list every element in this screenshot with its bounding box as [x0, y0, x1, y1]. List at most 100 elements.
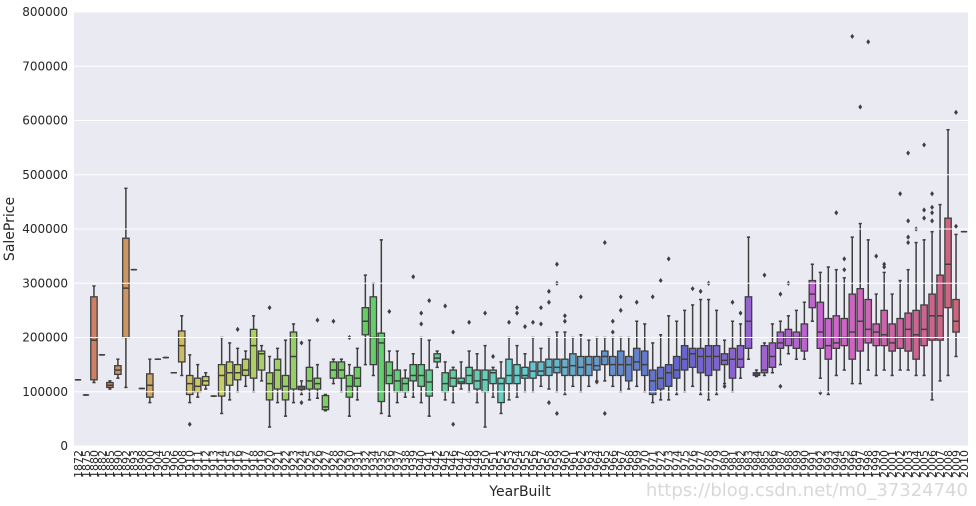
box — [824, 317, 833, 360]
x-tick-label: 1910 — [184, 450, 197, 478]
box — [353, 366, 362, 387]
box — [608, 355, 617, 377]
x-tick-label: 1924 — [295, 450, 308, 478]
flier — [267, 305, 272, 311]
y-tick-label: 800000 — [22, 5, 68, 19]
x-tick-label: 1934 — [367, 450, 380, 478]
x-tick-label: 2000 — [878, 450, 891, 478]
x-tick-label: 1906 — [168, 450, 181, 478]
x-tick-label: 1927 — [319, 450, 332, 478]
x-tick-label: 1923 — [288, 450, 301, 478]
box — [553, 358, 561, 374]
flier — [419, 310, 424, 316]
box — [585, 355, 593, 377]
x-tick-label: 1918 — [248, 450, 261, 478]
flier — [882, 264, 887, 270]
flier — [562, 318, 567, 324]
box — [632, 347, 641, 371]
flier — [507, 319, 511, 325]
x-tick-label: 1950 — [479, 450, 492, 478]
flier — [546, 400, 551, 406]
box — [305, 366, 314, 390]
box — [505, 358, 513, 385]
flier — [562, 313, 567, 319]
box — [680, 344, 689, 371]
flier — [698, 288, 703, 294]
x-tick-label: 1966 — [607, 450, 620, 478]
x-tick-label: 1978 — [703, 450, 716, 478]
x-tick-label: 1914 — [216, 450, 229, 478]
x-tick-label: 1922 — [280, 450, 293, 478]
x-tick-label: 2005 — [918, 450, 931, 478]
box — [728, 347, 737, 379]
x-tick-label: 1968 — [623, 450, 636, 478]
box — [225, 361, 234, 386]
box — [768, 342, 777, 368]
x-tick-label: 1920 — [264, 450, 277, 478]
x-tick-label: 1913 — [208, 450, 221, 478]
flier — [602, 410, 607, 417]
flier — [898, 191, 903, 197]
flier — [411, 274, 416, 280]
box — [928, 293, 936, 341]
x-tick-label: 1954 — [511, 450, 524, 478]
x-tick-label: 1885 — [104, 450, 117, 478]
flier — [315, 317, 320, 323]
x-tick-label: 1953 — [503, 450, 516, 478]
box — [273, 358, 282, 390]
x-tick-label: 1969 — [631, 450, 644, 478]
x-tick-label: 1940 — [415, 450, 428, 478]
flier — [419, 321, 424, 327]
x-tick-label: 1961 — [567, 450, 580, 478]
flier — [930, 204, 935, 210]
flier — [882, 261, 887, 267]
flier — [467, 319, 472, 325]
y-tick-label: 500000 — [22, 168, 68, 182]
flier — [451, 421, 456, 427]
flier — [331, 318, 336, 324]
x-tick-label: 1921 — [272, 450, 285, 478]
box — [265, 372, 274, 401]
box — [704, 344, 713, 377]
box — [736, 344, 745, 368]
x-tick-label: 1956 — [527, 450, 540, 478]
box — [377, 332, 386, 403]
flier — [922, 142, 927, 148]
flier — [427, 298, 432, 304]
flier — [666, 256, 671, 262]
x-tick-label: 1908 — [176, 450, 189, 478]
flier — [906, 218, 911, 224]
x-tick-label: 1981 — [727, 450, 740, 478]
x-tick-label: 2009 — [950, 450, 963, 478]
box — [776, 331, 785, 350]
box — [624, 355, 633, 382]
x-tick-label: 1935 — [375, 450, 388, 478]
flier — [834, 210, 839, 216]
y-tick-label: 0 — [60, 439, 68, 453]
x-tick-label: 1926 — [311, 450, 324, 478]
box — [529, 361, 537, 379]
flier — [842, 256, 847, 262]
flier — [762, 272, 767, 278]
x-tick-label: 1929 — [335, 450, 348, 478]
flier — [690, 286, 695, 292]
box — [481, 369, 489, 393]
flier — [554, 410, 559, 417]
flier — [930, 218, 935, 224]
x-tick-label: 2010 — [958, 450, 971, 478]
x-tick-label: 1949 — [471, 450, 484, 478]
flier — [299, 340, 304, 346]
box — [720, 353, 729, 366]
y-tick-label: 300000 — [22, 276, 68, 290]
y-axis-label: SalePrice — [2, 197, 18, 261]
flier — [738, 310, 743, 316]
y-tick-label: 700000 — [22, 59, 68, 73]
flier — [906, 239, 911, 246]
x-tick-label: 1948 — [463, 450, 476, 478]
flier — [922, 207, 927, 213]
box — [521, 366, 529, 379]
flier — [539, 305, 543, 311]
x-tick-label: 1973 — [663, 450, 676, 478]
box — [872, 323, 881, 347]
x-tick-label: 2006 — [926, 450, 939, 478]
